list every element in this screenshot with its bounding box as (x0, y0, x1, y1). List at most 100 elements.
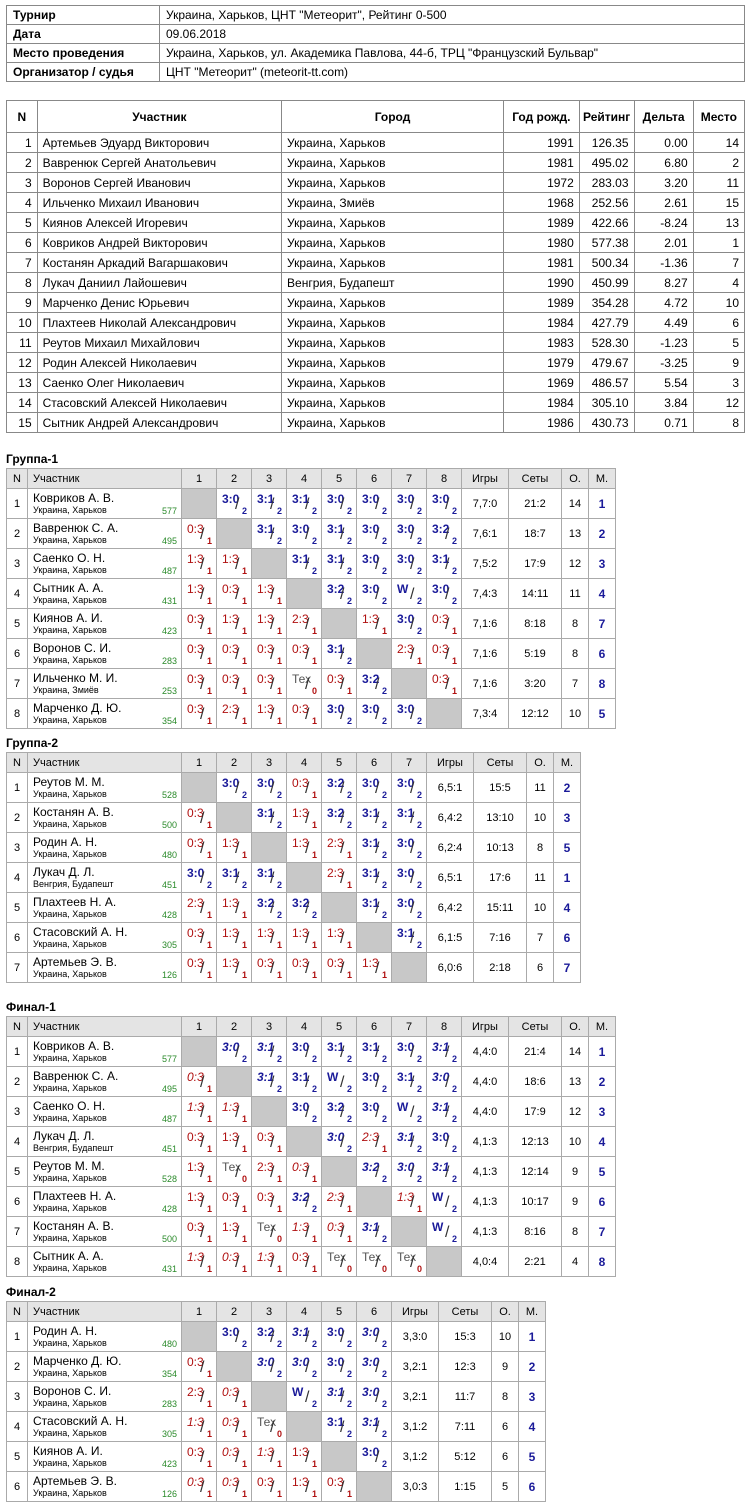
games-cell: 3,1:2 (391, 1441, 439, 1472)
table-row: 4 Лукач Д. Л. Венгрия, Будапешт 451 3:0/2 3:1… (6, 862, 581, 893)
match-result-cell: 3:0/2 (391, 772, 427, 803)
match-points: 1 (276, 1489, 282, 1499)
score-divider: / (270, 1224, 275, 1241)
info-row: Место проведения Украина, Харьков, ул. Ак… (6, 43, 745, 63)
match-points: 2 (416, 910, 422, 920)
match-result-cell: 3:0/2 (356, 518, 392, 549)
match-score: 3:2 (327, 806, 345, 820)
match-points: 2 (451, 506, 457, 516)
participant-cell: 15 (6, 412, 38, 433)
player-rating: 305 (161, 940, 177, 950)
score-divider: / (200, 1134, 205, 1151)
score-divider: / (375, 870, 380, 887)
player-city: Украина, Харьков (33, 714, 107, 725)
match-score: 3:0 (432, 1130, 450, 1144)
score-divider: / (445, 1164, 450, 1181)
player-city: Украина, Харьков (33, 1112, 107, 1123)
match-points: 2 (346, 820, 352, 830)
score-divider: / (235, 870, 240, 887)
match-points: 1 (311, 970, 317, 980)
match-score: 3:1 (292, 1070, 310, 1084)
score-divider: / (270, 616, 275, 633)
match-result-cell: 3:2/2 (321, 578, 357, 609)
self-match-cell (391, 952, 427, 983)
score-divider: / (235, 1194, 240, 1211)
sets-cell: 18:6 (508, 1066, 562, 1097)
match-result-cell: W/2 (321, 1066, 357, 1097)
match-points: 1 (451, 686, 457, 696)
match-points: 0 (381, 1264, 387, 1274)
player-cell: Реутов М. М. Украина, Харьков 528 (27, 772, 182, 803)
place-value: 3 (598, 556, 606, 571)
score-divider: / (305, 1254, 310, 1271)
match-score: 0:3 (327, 672, 344, 686)
match-result-cell: 3:0/2 (391, 488, 427, 519)
score-divider: / (340, 646, 345, 663)
score-divider: / (200, 930, 205, 947)
match-points: 2 (311, 1084, 317, 1094)
player-city: Украина, Харьков (33, 1427, 107, 1438)
score-divider: / (235, 780, 240, 797)
group-header-cell: 2 (216, 1301, 252, 1322)
score-divider: / (305, 930, 310, 947)
group-title: Группа-1 (6, 452, 59, 466)
sets-cell: 13:10 (473, 802, 527, 833)
place-cell: 6 (518, 1471, 546, 1502)
match-score: 3:0 (292, 1100, 310, 1114)
participant-cell: 5 (692, 332, 746, 353)
participant-cell: -8.24 (633, 212, 694, 233)
row-number: 2 (6, 1351, 28, 1382)
score-divider: / (375, 810, 380, 827)
place-value: 2 (598, 526, 606, 541)
group-header-cell: Игры (391, 1301, 439, 1322)
match-points: 2 (276, 1339, 282, 1349)
sets-cell: 10:13 (473, 832, 527, 863)
group-header-cell: 7 (391, 752, 427, 773)
self-match-cell (286, 1411, 322, 1442)
match-result-cell: 3:1/2 (356, 862, 392, 893)
player-rating: 451 (161, 880, 177, 890)
participant-cell: 1989 (502, 292, 580, 313)
match-result-cell: 0:3/1 (286, 698, 322, 729)
score-divider: / (270, 676, 275, 693)
score-divider: / (270, 780, 275, 797)
games-cell: 6,5:1 (426, 772, 474, 803)
table-row: 7 Артемьев Э. В. Украина, Харьков 126 0:3/1 1… (6, 952, 581, 983)
score-divider: / (375, 1254, 380, 1271)
match-result-cell: 3:2/2 (426, 518, 462, 549)
match-points: 2 (381, 1369, 387, 1379)
match-score: 3:1 (432, 552, 450, 566)
match-result-cell: 2:3/1 (181, 1381, 217, 1412)
match-score: 3:2 (257, 1325, 275, 1339)
match-score: 0:3 (432, 642, 449, 656)
row-number: 4 (6, 862, 28, 893)
participant-cell: -1.36 (633, 252, 694, 273)
match-result-cell: 0:3/1 (251, 638, 287, 669)
place-cell: 2 (588, 518, 616, 549)
sets-cell: 18:7 (508, 518, 562, 549)
match-result-cell: 0:3/1 (181, 638, 217, 669)
place-cell: 5 (553, 832, 581, 863)
match-score: 3:0 (362, 776, 380, 790)
match-points: 2 (346, 1054, 352, 1064)
table-row: 3 Воронов Сергей Иванович Украина, Харьков… (6, 172, 746, 193)
table-row: 4 Сытник А. А. Украина, Харьков 431 1:3/1 0:3… (6, 578, 616, 609)
match-points: 2 (381, 1429, 387, 1439)
match-result-cell: 1:3/1 (216, 1096, 252, 1127)
table-row: 4 Ильченко Михаил Иванович Украина, Змиёв 1… (6, 192, 746, 213)
match-points: 1 (381, 970, 387, 980)
match-score: 1:3 (187, 1100, 204, 1114)
participant-cell: 354.28 (578, 292, 635, 313)
participant-cell: Украина, Харьков (281, 132, 504, 153)
match-points: 2 (416, 820, 422, 830)
score-divider: / (235, 616, 240, 633)
match-points: 1 (276, 626, 282, 636)
match-score: Тех (257, 1415, 277, 1429)
match-points: 1 (206, 626, 212, 636)
points-cell: 5 (491, 1471, 519, 1502)
player-name: Саенко О. Н. (33, 1098, 106, 1113)
match-score: 3:1 (257, 522, 275, 536)
points-cell: 9 (491, 1351, 519, 1382)
player-city: Украина, Харьков (33, 1367, 107, 1378)
score-divider: / (340, 1224, 345, 1241)
